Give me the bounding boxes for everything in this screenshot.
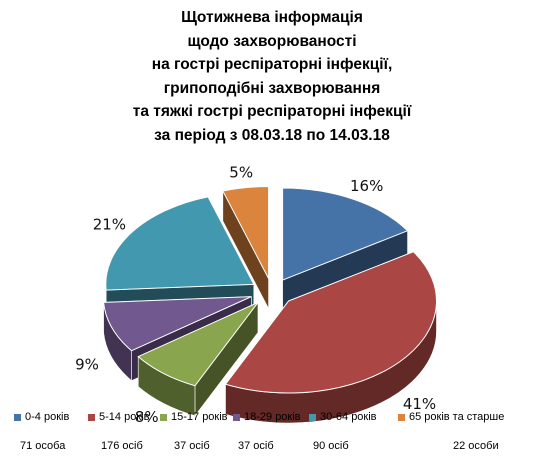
pie-slice-65-plus [222,186,270,279]
legend-label: 15-17 років [171,411,228,423]
data-label-0-4: 16% [350,177,383,195]
data-label-18-29: 9% [75,355,99,373]
title-line: щодо захворюваності [187,32,357,50]
pie-slice-18-29 [103,296,252,352]
legend-label: 65 років та старше [409,411,505,423]
legend-swatch [233,413,240,421]
count-18-29: 37 осіб [238,440,274,452]
legend-swatch [398,413,405,421]
legend-item-15-17: 15-17 років [160,411,228,423]
title-line: на гострі респіраторні інфекції, [151,56,393,73]
legend-item-5-14: 5-14 років [88,411,149,423]
legend-swatch [160,413,167,421]
count-5-14: 176 осіб [101,440,143,452]
data-label-65-plus: 5% [229,163,253,181]
legend-label: 18-29 років [244,411,301,423]
title-line: за період з 08.03.18 по 14.03.18 [154,126,390,144]
count-30-64: 90 осіб [313,440,349,452]
chart-legend: 0-4 років 5-14 років 15-17 років 18-29 рокі… [14,411,540,427]
legend-item-18-29: 18-29 років [233,411,301,423]
counts-row: 71 особа 176 осіб 37 осіб 37 осіб 90 осіб 22 … [0,440,544,456]
pie-tops [103,186,437,394]
pie-labels: 16% 41% 8% 9% 21% 5% [75,163,436,426]
pie-slice-15-17 [137,302,259,387]
legend-swatch [309,413,316,421]
legend-item-0-4: 0-4 років [14,411,69,423]
pie-slice-5-14 [224,251,437,394]
count-0-4: 71 особа [20,440,66,452]
count-15-17: 37 осіб [174,440,210,452]
legend-label: 30-64 років [320,411,377,423]
legend-label: 5-14 років [99,411,150,423]
legend-label: 0-4 років [25,411,70,423]
legend-swatch [14,413,21,421]
pie-slice-30-64 [105,196,255,291]
title-line: грипоподібні захворювання [163,79,381,97]
data-label-5-14: 41% [403,395,436,413]
data-label-30-64: 21% [93,215,126,233]
count-65-plus: 22 особи [453,440,499,452]
data-label-15-17: 8% [135,408,159,426]
chart-title: Щотижнева інформація щодо захворюваності… [0,6,544,147]
legend-item-65-plus: 65 років та старше [398,411,504,423]
title-line: та тяжкі гострі респіраторні інфекції [132,103,412,120]
pie-slice-0-4 [282,187,409,281]
title-line: Щотижнева інформація [181,9,363,26]
legend-item-30-64: 30-64 років [309,411,377,423]
legend-swatch [88,413,95,421]
